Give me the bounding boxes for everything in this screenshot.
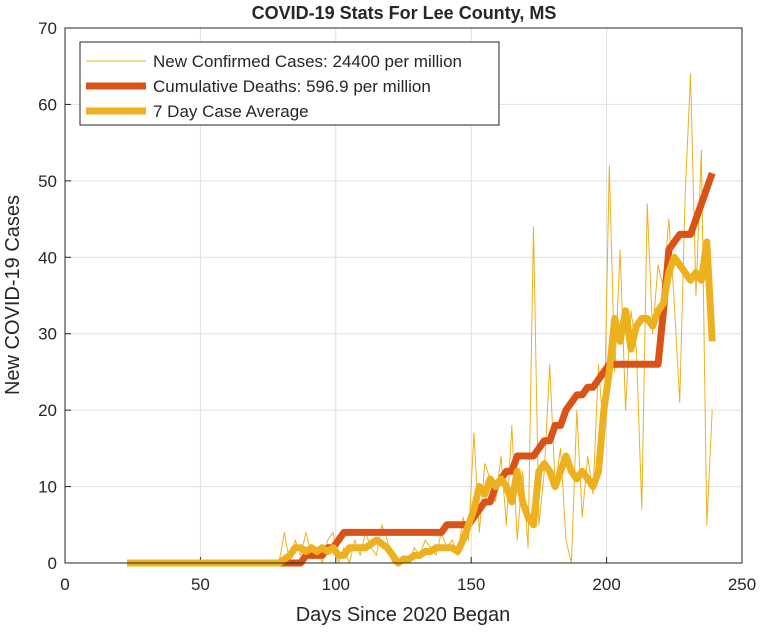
legend-label: Cumulative Deaths: 596.9 per million <box>153 77 431 96</box>
x-axis-label: Days Since 2020 Began <box>296 604 511 626</box>
y-tick-label: 40 <box>38 248 57 267</box>
chart-title: COVID-19 Stats For Lee County, MS <box>252 3 557 23</box>
legend-box <box>79 41 500 126</box>
y-tick-label: 0 <box>48 554 57 573</box>
legend-label: 7 Day Case Average <box>153 102 309 121</box>
legend: New Confirmed Cases: 24400 per million Cu… <box>79 41 500 126</box>
y-tick-label: 60 <box>38 95 57 114</box>
axes-box <box>64 27 743 564</box>
x-tick-label: 250 <box>728 575 756 594</box>
y-tick-label: 50 <box>38 172 57 191</box>
y-tick-label: 70 <box>38 19 57 38</box>
y-tick-label: 10 <box>38 478 57 497</box>
x-tick-label: 100 <box>322 575 350 594</box>
y-tick-label: 30 <box>38 325 57 344</box>
x-tick-label: 200 <box>592 575 620 594</box>
x-tick-label: 0 <box>60 575 69 594</box>
y-axis-label: New COVID-19 Cases <box>2 195 24 395</box>
y-tick-label: 20 <box>38 401 57 420</box>
x-tick-label: 50 <box>191 575 210 594</box>
x-tick-label: 150 <box>457 575 485 594</box>
legend-label: New Confirmed Cases: 24400 per million <box>153 52 462 71</box>
